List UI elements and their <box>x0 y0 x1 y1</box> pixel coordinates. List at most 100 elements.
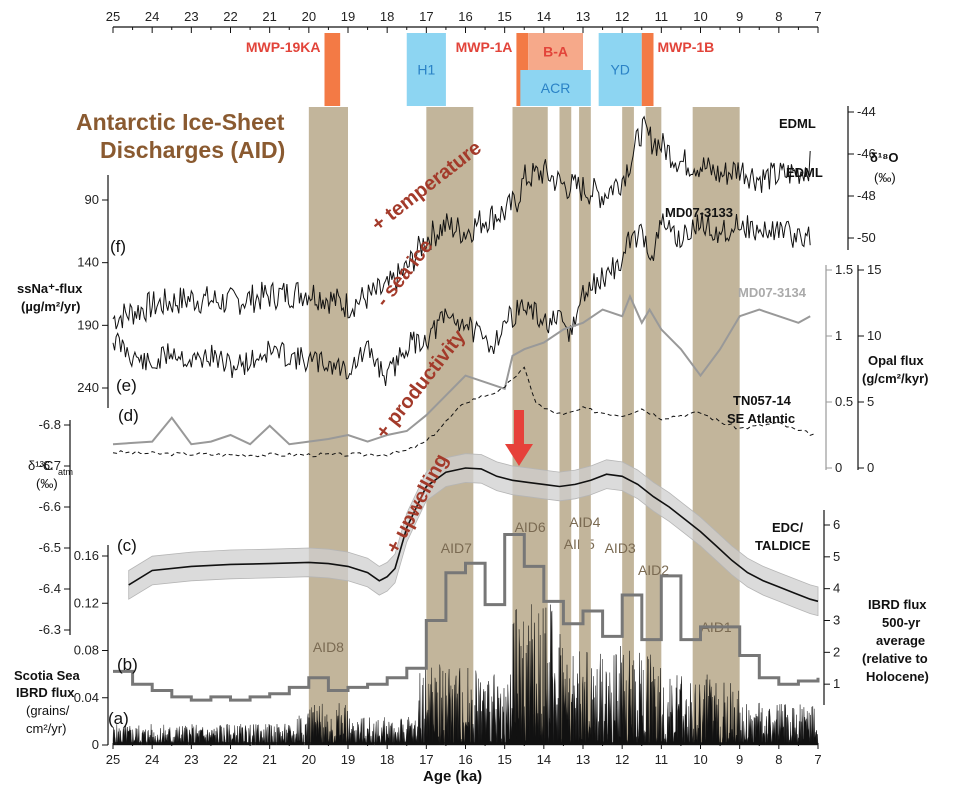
event-bar-mwp-1a <box>516 33 529 106</box>
aid-label-aid4: AID4 <box>569 514 600 530</box>
axis-ssna-tick-label: 90 <box>85 192 99 207</box>
axis-ibrd-avg-tick-label: 1 <box>833 676 840 691</box>
event-label-b-a: B-A <box>543 44 568 60</box>
axis-ibrd-avg-tick-label: 2 <box>833 644 840 659</box>
x-tick-label-top: 18 <box>380 9 394 24</box>
axis-opal-inner-tick-label: 1 <box>835 328 842 343</box>
panel-letter-c: (c) <box>117 536 137 555</box>
x-tick-label-bottom: 21 <box>262 752 276 767</box>
x-tick-label-top: 12 <box>615 9 629 24</box>
x-tick-label-bottom: 25 <box>106 752 120 767</box>
title-line-1: Antarctic Ice-Sheet <box>76 109 285 135</box>
axis-title-ibrd-5: Holocene) <box>866 669 929 684</box>
panel-letter-f: (f) <box>110 237 126 256</box>
event-label-h1: H1 <box>417 62 435 78</box>
aid-band-aid2 <box>645 107 662 743</box>
x-tick-label-top: 24 <box>145 9 159 24</box>
x-tick-label-bottom: 11 <box>655 752 669 767</box>
axis-title-ibrd-3: average <box>876 633 925 648</box>
x-tick-label-bottom: 20 <box>302 752 316 767</box>
axis-title-scotia-2: IBRD flux <box>16 685 75 700</box>
series-ibrd-flux <box>112 604 819 746</box>
panel-letter-e: (e) <box>116 376 137 395</box>
series-md07-3134 <box>112 293 811 446</box>
x-tick-label-bottom: 22 <box>223 752 237 767</box>
x-tick-label-top: 19 <box>341 9 355 24</box>
x-tick-label-top: 8 <box>775 9 782 24</box>
axis-opal-inner-tick-label: 1.5 <box>835 262 853 277</box>
event-label-acr: ACR <box>541 80 571 96</box>
x-tick-label-bottom: 10 <box>693 752 707 767</box>
aid-label-aid7: AID7 <box>441 540 472 556</box>
aid-band-aid8 <box>308 107 348 743</box>
red-arrow-icon <box>505 410 533 466</box>
axis-d13c-tick-label: -6.5 <box>39 540 61 555</box>
axis-opal-outer-tick-label: 5 <box>867 394 874 409</box>
axis-ssna-tick-label: 240 <box>77 380 99 395</box>
series-md07-3133 <box>112 212 811 386</box>
axis-title-d13c-sub: atm <box>58 467 73 477</box>
aid-band-aid4 <box>579 107 591 743</box>
axis-ibrd-tick-label: 0.12 <box>74 595 99 610</box>
x-tick-label-top: 22 <box>223 9 237 24</box>
axis-ibrd-tick-label: 0.08 <box>74 643 99 658</box>
x-tick-label-top: 23 <box>184 9 198 24</box>
event-bar-acr <box>520 70 591 106</box>
axes: 2525242423232222212120201919181817171616… <box>39 9 882 767</box>
series-tn057-14 <box>112 366 815 458</box>
series-edc-taldice-band <box>128 453 819 617</box>
axis-ssna-tick-label: 190 <box>77 317 99 332</box>
axis-opal-outer-tick-label: 0 <box>867 460 874 475</box>
axis-opal-outer-tick-label: 10 <box>867 328 881 343</box>
axis-opal-inner-tick-label: 0 <box>835 460 842 475</box>
axis-title-ibrd-2: 500-yr <box>882 615 920 630</box>
axis-title-ssna-1: ssNa⁺-flux <box>17 281 83 296</box>
label-md07-3133: MD07-3133 <box>665 205 733 220</box>
panel-letter-a: (a) <box>108 709 129 728</box>
x-tick-label-top: 13 <box>576 9 590 24</box>
label-md07-3134: MD07-3134 <box>738 285 807 300</box>
x-tick-label-top: 7 <box>814 9 821 24</box>
axis-title-d18o-2: (‰) <box>874 170 896 185</box>
x-tick-label-bottom: 14 <box>537 752 551 767</box>
aid-band-aid3 <box>622 107 634 743</box>
x-tick-label-bottom: 23 <box>184 752 198 767</box>
series-edc-taldice <box>128 467 819 603</box>
x-tick-label-bottom: 24 <box>145 752 159 767</box>
x-tick-label-bottom: 15 <box>497 752 511 767</box>
axis-opal-inner-tick-label: 0.5 <box>835 394 853 409</box>
axis-d13c-tick-label: -6.4 <box>39 581 61 596</box>
label-edml-mid: EDML <box>786 165 823 180</box>
event-bar-mwp-1b <box>641 33 654 106</box>
axis-d13c-tick-label: -6.3 <box>39 622 61 637</box>
axis-d18o-tick-label: -48 <box>857 188 876 203</box>
x-tick-label-bottom: 16 <box>458 752 472 767</box>
event-label-mwp-19ka: MWP-19KA <box>246 39 321 55</box>
axis-title-ssna-2: (µg/m²/yr) <box>21 299 81 314</box>
axis-d13c-tick-label: -6.8 <box>39 417 61 432</box>
event-bar-mwp-19ka <box>324 33 341 106</box>
event-label-mwp-1b: MWP-1B <box>658 39 715 55</box>
title-line-2: Discharges (AID) <box>100 137 285 163</box>
axis-title-d13c-2: (‰) <box>36 476 58 491</box>
x-tick-label-bottom: 19 <box>341 752 355 767</box>
x-tick-label-top: 14 <box>537 9 551 24</box>
x-tick-label-top: 11 <box>655 9 669 24</box>
x-tick-label-bottom: 18 <box>380 752 394 767</box>
series-ibrd-500yr-average <box>113 533 820 702</box>
x-tick-label-top: 9 <box>736 9 743 24</box>
axis-d13c-tick-label: -6.6 <box>39 499 61 514</box>
x-tick-label-top: 16 <box>458 9 472 24</box>
axis-title-opal-1: Opal flux <box>868 353 924 368</box>
axis-ibrd-avg-tick-label: 4 <box>833 581 840 596</box>
x-axis-title: Age (ka) <box>423 768 482 785</box>
x-tick-label-bottom: 7 <box>814 752 821 767</box>
x-tick-label-bottom: 8 <box>775 752 782 767</box>
axis-d18o-tick-label: -50 <box>857 230 876 245</box>
series-edml <box>112 115 811 330</box>
panel-letter-d: (d) <box>118 406 139 425</box>
x-tick-label-bottom: 13 <box>576 752 590 767</box>
aid-label-aid8: AID8 <box>313 639 344 655</box>
event-label-mwp-1a: MWP-1A <box>456 39 513 55</box>
